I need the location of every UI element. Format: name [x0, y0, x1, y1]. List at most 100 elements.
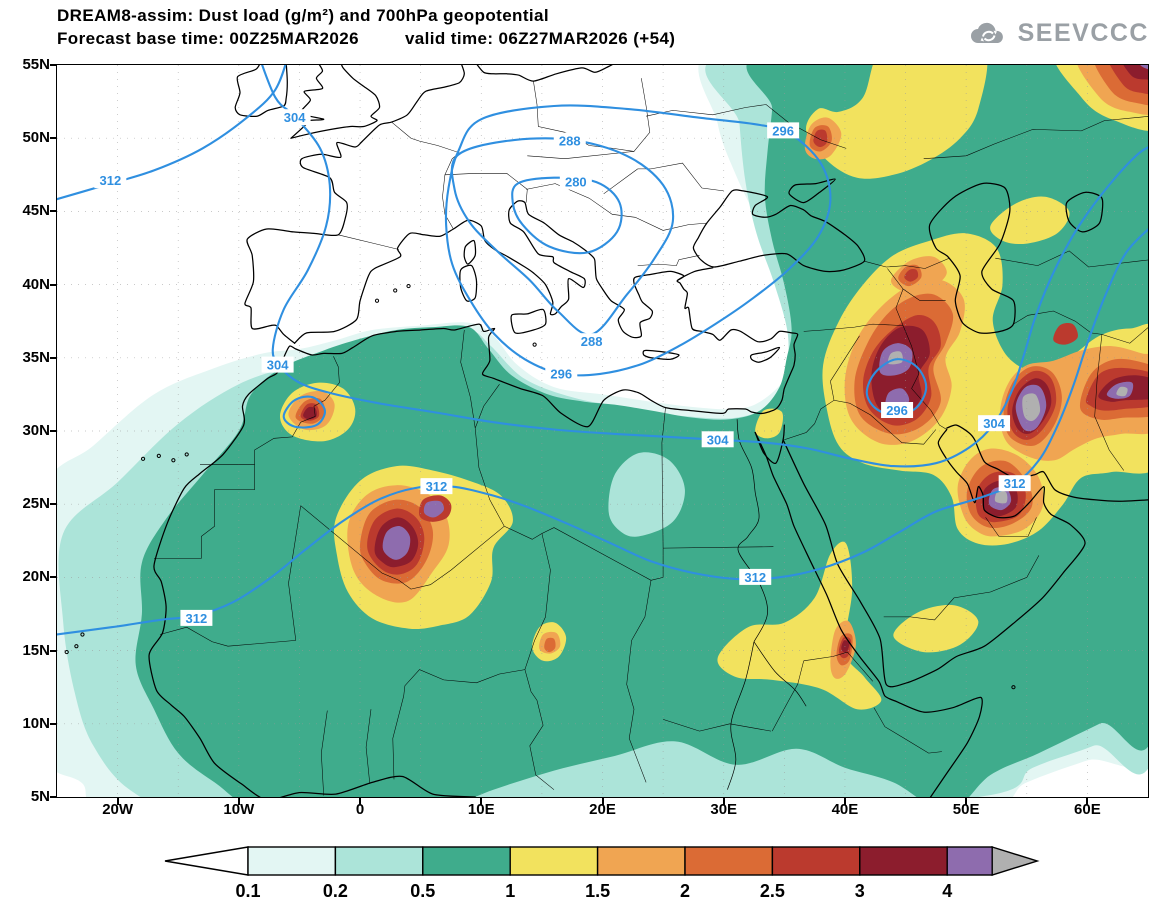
- lon-tick-mark: [359, 798, 362, 805]
- country-border: [985, 517, 1037, 537]
- contour-label-box: [180, 609, 213, 626]
- map-canvas: 312 304 288 280 296 288 296 304 312 304 312 312 296 3…: [56, 64, 1149, 798]
- lon-tick-mark: [601, 798, 604, 805]
- colorbar-label: 1.5: [585, 881, 610, 901]
- contour-label: 312: [426, 479, 448, 494]
- dust-region-4+: [382, 526, 411, 560]
- country-border: [784, 400, 835, 441]
- island-dot: [171, 458, 176, 463]
- island-dot: [393, 288, 398, 293]
- lat-tick-label: 50N: [22, 129, 50, 147]
- contour-label: 312: [1004, 476, 1026, 491]
- island-dot: [140, 456, 146, 461]
- contour-label-box: [420, 478, 453, 495]
- lat-tick-label: 15N: [22, 641, 50, 659]
- seevccc-logo: SEEVCCC: [967, 18, 1149, 48]
- colorbar-segment: [684, 846, 774, 876]
- lat-tick-mark: [50, 503, 57, 506]
- dust-load-colorbar: 0.1 0.2 0.5 1 1.5 2 2.5 3 4: [164, 846, 1040, 901]
- country-border: [524, 533, 551, 670]
- lon-tick-label: 60E: [1074, 801, 1101, 818]
- colorbar-under-arrow: [164, 846, 249, 876]
- dust-region-2-2.5: [544, 637, 556, 653]
- lon-tick-label: 30E: [710, 801, 738, 818]
- country-border: [365, 709, 372, 784]
- lat-tick-mark: [50, 576, 57, 579]
- contour-label-box: [978, 415, 1011, 432]
- coastline: [463, 239, 477, 265]
- dust-region-4+: [1140, 65, 1148, 70]
- country-border: [803, 323, 904, 332]
- country-border: [392, 695, 404, 780]
- country-border: [524, 669, 555, 790]
- contour-label: 312: [186, 611, 208, 626]
- country-border: [923, 116, 1148, 159]
- lon-tick-label: 20W: [102, 801, 134, 818]
- contour-label: 304: [284, 110, 306, 125]
- country-border: [159, 626, 296, 647]
- contour-label-box: [545, 365, 578, 382]
- dust-region-4+: [423, 500, 444, 518]
- lon-tick-mark: [722, 798, 725, 805]
- lon-tick-mark: [843, 798, 846, 805]
- colorbar-label: 0.2: [323, 881, 348, 901]
- colorbar-segment: [247, 846, 337, 876]
- country-border: [873, 707, 942, 754]
- country-border: [803, 651, 874, 682]
- dust-region-1-1.5: [755, 408, 784, 439]
- colorbar-segment: [859, 846, 948, 876]
- lat-tick-label: 25N: [22, 495, 50, 513]
- cloud-refresh-icon: [970, 22, 1003, 43]
- country-border: [154, 464, 255, 559]
- contour-label-box: [261, 356, 294, 373]
- dust-region-3-4: [1123, 65, 1148, 80]
- colorbar-label: 0.1: [235, 881, 260, 901]
- colorbar-label: 1: [505, 881, 515, 901]
- lon-tick-mark: [480, 798, 483, 805]
- country-border: [902, 325, 947, 430]
- coastline: [293, 200, 685, 344]
- island-dot: [406, 283, 411, 289]
- lat-tick-mark: [50, 649, 57, 652]
- lat-tick-label: 35N: [22, 348, 50, 366]
- contour-label-box: [739, 568, 772, 585]
- dust-region-2.5-3: [904, 269, 919, 282]
- dust-region-3-4: [303, 406, 317, 420]
- country-border: [1013, 310, 1102, 335]
- geopotential-contour-304: [282, 395, 326, 429]
- dust-region-1-1.5: [893, 604, 979, 653]
- country-border: [254, 356, 340, 465]
- colorbar-over-arrow: [991, 846, 1040, 876]
- coastline: [290, 65, 381, 139]
- country-border: [444, 173, 528, 203]
- island-dot: [374, 298, 380, 303]
- island-dot: [1011, 685, 1016, 690]
- coastline: [754, 431, 983, 797]
- dust-region-3-4: [841, 640, 850, 653]
- contour-label: 304: [707, 432, 729, 447]
- colorbar-label: 2: [680, 881, 690, 901]
- contour-label: 280: [565, 175, 587, 190]
- country-border: [626, 580, 652, 783]
- coastline: [642, 349, 680, 360]
- coastline: [459, 264, 478, 302]
- island-dot: [156, 453, 161, 458]
- country-border: [771, 660, 804, 732]
- country-border: [474, 428, 505, 527]
- river: [753, 641, 807, 707]
- lat-tick-mark: [50, 137, 57, 140]
- dust-region-max: [1116, 386, 1128, 397]
- country-border: [864, 257, 950, 269]
- colorbar-label: 3: [855, 881, 865, 901]
- geopotential-contour-312: [57, 228, 1148, 636]
- country-border: [527, 151, 635, 159]
- contour-label: 296: [550, 366, 572, 381]
- lon-tick-label: 50E: [952, 801, 980, 818]
- logo-text: SEEVCCC: [1017, 18, 1149, 47]
- lat-tick-label: 5N: [30, 788, 50, 805]
- lat-tick-label: 30N: [22, 422, 50, 439]
- dust-region-1-1.5: [806, 65, 988, 179]
- country-border: [603, 162, 724, 195]
- lon-tick-mark: [1086, 798, 1089, 805]
- country-border: [403, 669, 525, 697]
